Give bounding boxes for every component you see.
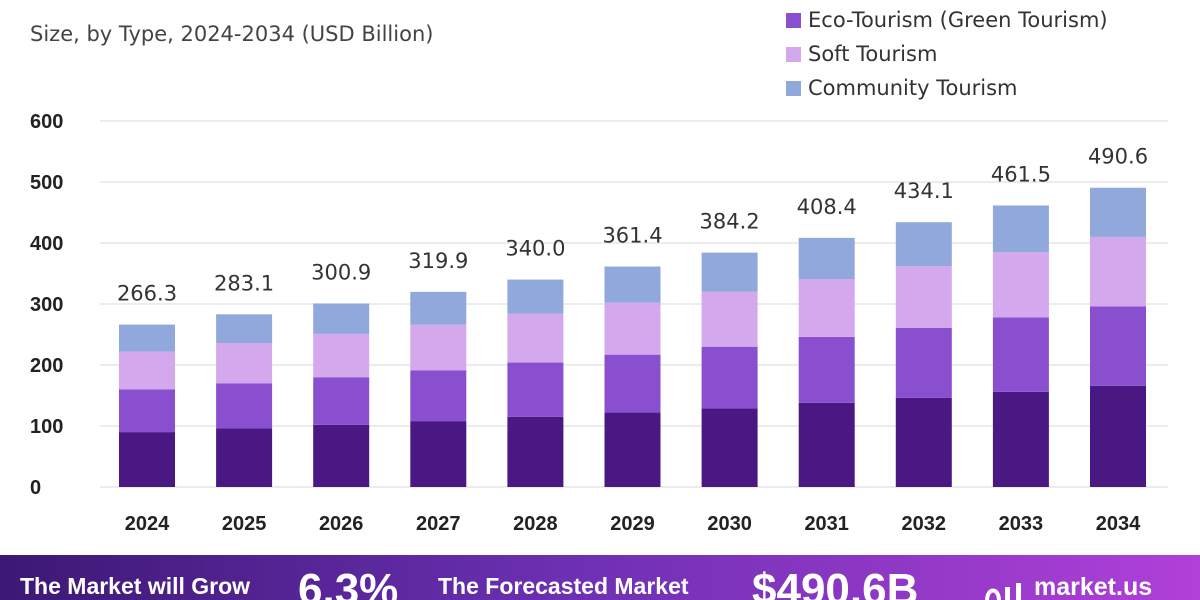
stacked-bar-chart: 0 100 200 300 400 500 600 266.3 283.1 300.9 319.9…: [30, 111, 1168, 535]
bar-segment-2027-s2: [410, 324, 467, 371]
bar-segment-2026-s2: [313, 333, 370, 378]
bar-segment-2025-s1: [216, 383, 273, 429]
bar-segment-2024-s0: [119, 432, 175, 487]
y-tick-label-100: 100: [30, 416, 63, 438]
bar-segment-2030-s3: [701, 252, 758, 292]
bar-segment-2032-s3: [895, 222, 952, 267]
bar-segment-2034-s1: [1090, 306, 1146, 386]
bar-segment-2029-s0: [604, 412, 661, 487]
y-tick-label-0: 0: [30, 477, 41, 499]
footer-grow-label: The Market will Grow: [20, 573, 251, 599]
total-label-2032: 434.1: [894, 179, 954, 203]
total-label-2025: 283.1: [214, 271, 274, 295]
bar-segment-2030-s0: [701, 408, 758, 487]
x-tick-label-2024: 2024: [125, 513, 170, 535]
bar-segment-2031-s2: [798, 278, 855, 337]
total-label-2026: 300.9: [311, 260, 371, 284]
footer-forecast-value: $490.6B: [752, 565, 919, 600]
legend-swatch-eco-tourism: [786, 12, 801, 28]
y-axis-ticks: 0 100 200 300 400 500 600: [30, 111, 63, 499]
total-label-2027: 319.9: [408, 249, 468, 273]
footer-banner: The Market will Grow 6.3% The Forecasted…: [0, 555, 1200, 600]
bar-segment-2031-s3: [798, 237, 855, 279]
y-tick-label-400: 400: [30, 233, 63, 255]
legend-swatch-community-tourism: [786, 80, 801, 96]
bar-segment-2028-s2: [507, 313, 564, 363]
bar-segment-2032-s1: [895, 327, 952, 398]
legend-swatch-soft-tourism: [786, 46, 801, 62]
x-tick-label-2034: 2034: [1096, 513, 1141, 535]
bar-segment-2030-s1: [701, 346, 758, 409]
x-tick-label-2029: 2029: [610, 513, 655, 535]
bar-segment-2033-s0: [992, 391, 1049, 487]
y-tick-label-600: 600: [30, 111, 63, 133]
market-us-logo-icon: [985, 583, 1021, 600]
bar-segment-2028-s1: [507, 362, 564, 417]
bar-segment-2028-s3: [507, 279, 564, 314]
bar-segment-2027-s1: [410, 370, 467, 422]
x-tick-label-2025: 2025: [222, 513, 267, 535]
bar-segment-2032-s0: [895, 397, 952, 487]
bar-segment-2024-s1: [119, 389, 175, 433]
total-label-2034: 490.6: [1088, 145, 1148, 169]
total-label-2029: 361.4: [602, 224, 662, 248]
y-tick-label-300: 300: [30, 294, 63, 316]
bar-segment-2028-s0: [507, 416, 564, 487]
total-label-2030: 384.2: [700, 210, 760, 234]
total-labels: 266.3 283.1 300.9 319.9 340.0 361.4 384.2 408.4…: [117, 145, 1148, 306]
legend-item-soft-tourism: Soft Tourism: [786, 42, 937, 66]
bar-segment-2027-s3: [410, 291, 467, 325]
total-label-2031: 408.4: [797, 195, 857, 219]
x-tick-label-2028: 2028: [513, 513, 558, 535]
x-tick-label-2027: 2027: [416, 513, 461, 535]
bar-segment-2033-s1: [992, 317, 1049, 392]
legend-label-soft-tourism: Soft Tourism: [808, 42, 938, 66]
bar-segment-2027-s0: [410, 421, 467, 487]
bar-segment-2030-s2: [701, 291, 758, 347]
footer-brand: market.us: [1034, 573, 1153, 600]
footer-grow-value: 6.3%: [298, 565, 399, 600]
legend-label-eco-tourism: Eco-Tourism (Green Tourism): [808, 8, 1108, 32]
bar-segment-2034-s2: [1090, 236, 1146, 307]
bar-segment-2034-s0: [1090, 385, 1146, 487]
x-tick-label-2032: 2032: [902, 513, 947, 535]
chart-subtitle: Size, by Type, 2024-2034 (USD Billion): [30, 22, 434, 46]
bar-segment-2026-s0: [313, 424, 370, 487]
bar-segment-2024-s3: [119, 324, 175, 352]
bars: [119, 187, 1146, 487]
total-label-2033: 461.5: [991, 162, 1051, 186]
bar-segment-2026-s3: [313, 303, 370, 334]
bar-segment-2033-s3: [992, 205, 1049, 253]
legend-label-community-tourism: Community Tourism: [808, 76, 1018, 100]
x-axis-ticks: 2024 2025 2026 2027 2028 2029 2030 2031 2032 2033…: [125, 513, 1141, 535]
bar-segment-2031-s0: [798, 402, 855, 487]
bar-segment-2034-s3: [1090, 187, 1146, 237]
footer-forecast-label: The Forecasted Market: [438, 573, 689, 599]
bar-segment-2029-s3: [604, 266, 661, 303]
x-tick-label-2026: 2026: [319, 513, 364, 535]
total-label-2028: 340.0: [505, 237, 565, 261]
legend-item-eco-tourism: Eco-Tourism (Green Tourism): [786, 8, 1108, 32]
x-tick-label-2031: 2031: [804, 513, 849, 535]
x-tick-label-2030: 2030: [707, 513, 752, 535]
bar-segment-2025-s0: [216, 428, 273, 487]
bar-segment-2025-s2: [216, 343, 273, 384]
y-tick-label-500: 500: [30, 172, 63, 194]
y-tick-label-200: 200: [30, 355, 63, 377]
bar-segment-2026-s1: [313, 377, 370, 425]
bar-segment-2031-s1: [798, 336, 855, 403]
bar-segment-2032-s2: [895, 266, 952, 328]
x-tick-label-2033: 2033: [999, 513, 1044, 535]
bar-segment-2024-s2: [119, 351, 175, 390]
bar-segment-2033-s2: [992, 252, 1049, 318]
legend-item-community-tourism: Community Tourism: [786, 76, 1018, 100]
bar-segment-2029-s1: [604, 354, 661, 413]
bar-segment-2025-s3: [216, 314, 273, 344]
total-label-2024: 266.3: [117, 282, 177, 306]
bar-segment-2029-s2: [604, 302, 661, 355]
